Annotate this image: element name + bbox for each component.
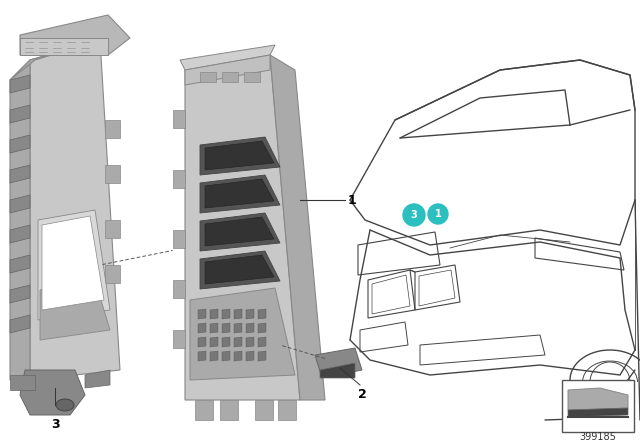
Polygon shape xyxy=(246,337,254,347)
Polygon shape xyxy=(222,323,230,333)
Polygon shape xyxy=(105,165,120,183)
Polygon shape xyxy=(173,230,185,248)
Polygon shape xyxy=(258,309,266,319)
Polygon shape xyxy=(105,120,120,138)
Polygon shape xyxy=(200,137,280,175)
Polygon shape xyxy=(173,280,185,298)
Polygon shape xyxy=(210,309,218,319)
Polygon shape xyxy=(205,217,274,246)
Polygon shape xyxy=(10,285,30,303)
Polygon shape xyxy=(180,45,275,70)
Polygon shape xyxy=(190,288,295,380)
Text: 2: 2 xyxy=(358,388,366,401)
Polygon shape xyxy=(278,400,296,420)
Polygon shape xyxy=(246,323,254,333)
Polygon shape xyxy=(20,15,130,55)
Text: 3: 3 xyxy=(411,210,417,220)
Polygon shape xyxy=(10,255,30,273)
Polygon shape xyxy=(568,408,628,417)
Polygon shape xyxy=(258,337,266,347)
Circle shape xyxy=(428,204,448,224)
Polygon shape xyxy=(315,348,362,378)
Polygon shape xyxy=(10,165,30,183)
Polygon shape xyxy=(210,351,218,361)
Polygon shape xyxy=(10,315,30,333)
Polygon shape xyxy=(185,55,300,400)
Polygon shape xyxy=(198,309,206,319)
Polygon shape xyxy=(10,375,35,390)
Polygon shape xyxy=(234,351,242,361)
Polygon shape xyxy=(198,351,206,361)
Circle shape xyxy=(403,204,425,226)
Polygon shape xyxy=(220,400,238,420)
Polygon shape xyxy=(195,400,213,420)
Polygon shape xyxy=(10,75,30,93)
Polygon shape xyxy=(173,170,185,188)
Bar xyxy=(200,72,216,82)
Polygon shape xyxy=(205,141,274,170)
Polygon shape xyxy=(205,179,274,208)
Ellipse shape xyxy=(56,399,74,411)
Polygon shape xyxy=(234,337,242,347)
Polygon shape xyxy=(200,213,280,251)
Polygon shape xyxy=(10,40,100,80)
Polygon shape xyxy=(10,195,30,213)
Polygon shape xyxy=(10,135,30,153)
Polygon shape xyxy=(246,309,254,319)
Polygon shape xyxy=(10,105,30,123)
Polygon shape xyxy=(222,309,230,319)
Polygon shape xyxy=(20,370,85,415)
Polygon shape xyxy=(10,225,30,243)
Polygon shape xyxy=(198,323,206,333)
Polygon shape xyxy=(200,175,280,213)
Bar xyxy=(562,380,634,432)
Polygon shape xyxy=(173,110,185,128)
Polygon shape xyxy=(40,280,110,340)
Text: 1: 1 xyxy=(348,194,356,207)
Polygon shape xyxy=(210,337,218,347)
Polygon shape xyxy=(173,330,185,348)
Polygon shape xyxy=(42,216,104,310)
Polygon shape xyxy=(320,363,355,378)
Polygon shape xyxy=(185,55,270,85)
Polygon shape xyxy=(234,323,242,333)
Polygon shape xyxy=(30,40,120,380)
Polygon shape xyxy=(205,255,274,284)
Polygon shape xyxy=(258,323,266,333)
Polygon shape xyxy=(234,309,242,319)
Polygon shape xyxy=(200,251,280,289)
Polygon shape xyxy=(105,220,120,238)
Polygon shape xyxy=(10,60,30,380)
Polygon shape xyxy=(85,370,110,388)
Polygon shape xyxy=(270,55,325,400)
Polygon shape xyxy=(210,323,218,333)
Polygon shape xyxy=(255,400,273,420)
Polygon shape xyxy=(198,337,206,347)
Text: 1: 1 xyxy=(435,209,442,219)
Polygon shape xyxy=(105,265,120,283)
Polygon shape xyxy=(222,337,230,347)
Polygon shape xyxy=(20,38,108,55)
Polygon shape xyxy=(258,351,266,361)
Bar xyxy=(244,72,260,82)
Polygon shape xyxy=(38,210,110,320)
Polygon shape xyxy=(568,388,628,410)
Polygon shape xyxy=(222,351,230,361)
Polygon shape xyxy=(246,351,254,361)
Text: 399185: 399185 xyxy=(580,432,616,442)
Bar xyxy=(222,72,238,82)
Text: 3: 3 xyxy=(51,418,60,431)
